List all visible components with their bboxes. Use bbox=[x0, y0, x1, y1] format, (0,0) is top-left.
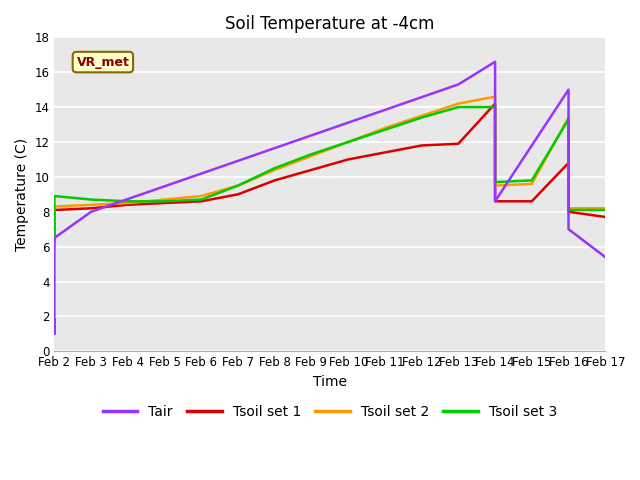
Tsoil set 3 bbox=[124, 198, 132, 204]
Tsoil set 2 bbox=[492, 183, 499, 189]
Tsoil set 1 bbox=[198, 198, 205, 204]
Tsoil set 2 bbox=[308, 153, 316, 159]
Tsoil set 3 bbox=[418, 115, 426, 120]
Line: Tsoil set 2: Tsoil set 2 bbox=[54, 96, 605, 247]
Tsoil set 2 bbox=[564, 205, 572, 211]
Tsoil set 1 bbox=[564, 160, 572, 166]
Tsoil set 3 bbox=[492, 104, 499, 110]
Tsoil set 2 bbox=[271, 167, 278, 173]
Tsoil set 1 bbox=[564, 209, 572, 215]
Tsoil set 2 bbox=[124, 200, 132, 206]
Tsoil set 2 bbox=[381, 125, 388, 131]
Tair bbox=[51, 317, 58, 323]
Line: Tsoil set 1: Tsoil set 1 bbox=[54, 104, 605, 241]
Tsoil set 2 bbox=[344, 139, 352, 145]
Tsoil set 3 bbox=[344, 139, 352, 145]
Tsoil set 2 bbox=[454, 101, 462, 107]
Tsoil set 3 bbox=[528, 178, 536, 183]
Tsoil set 1 bbox=[51, 207, 58, 213]
Y-axis label: Temperature (C): Temperature (C) bbox=[15, 138, 29, 251]
Tsoil set 2 bbox=[418, 113, 426, 119]
Tsoil set 1 bbox=[124, 202, 132, 208]
Tair bbox=[564, 226, 572, 232]
Tsoil set 3 bbox=[234, 183, 242, 189]
Tsoil set 2 bbox=[564, 115, 572, 120]
Tsoil set 1 bbox=[381, 150, 388, 156]
Tsoil set 1 bbox=[454, 141, 462, 146]
Tsoil set 3 bbox=[564, 117, 572, 122]
Tsoil set 1 bbox=[87, 205, 95, 211]
Tsoil set 2 bbox=[51, 244, 58, 250]
Line: Tsoil set 3: Tsoil set 3 bbox=[54, 107, 605, 236]
Tair bbox=[51, 331, 58, 337]
Tsoil set 1 bbox=[234, 192, 242, 197]
Tair bbox=[51, 235, 58, 241]
Tsoil set 1 bbox=[602, 214, 609, 220]
Tsoil set 1 bbox=[418, 143, 426, 148]
Tsoil set 3 bbox=[51, 193, 58, 199]
Tsoil set 3 bbox=[271, 165, 278, 171]
Tsoil set 3 bbox=[454, 104, 462, 110]
Tsoil set 2 bbox=[198, 193, 205, 199]
Tsoil set 2 bbox=[492, 94, 499, 99]
Tsoil set 1 bbox=[161, 200, 168, 206]
Tsoil set 1 bbox=[344, 156, 352, 162]
Tsoil set 3 bbox=[564, 207, 572, 213]
Tsoil set 1 bbox=[492, 198, 499, 204]
Tsoil set 3 bbox=[308, 151, 316, 157]
Tsoil set 3 bbox=[51, 233, 58, 239]
Title: Soil Temperature at -4cm: Soil Temperature at -4cm bbox=[225, 15, 435, 33]
Tsoil set 2 bbox=[234, 183, 242, 189]
Tsoil set 2 bbox=[528, 181, 536, 187]
Tair bbox=[564, 87, 572, 93]
Line: Tair: Tair bbox=[54, 62, 605, 334]
Tsoil set 3 bbox=[492, 179, 499, 185]
Tsoil set 3 bbox=[87, 197, 95, 203]
Tair bbox=[492, 198, 499, 204]
Tsoil set 2 bbox=[602, 205, 609, 211]
Legend: Tair, Tsoil set 1, Tsoil set 2, Tsoil set 3: Tair, Tsoil set 1, Tsoil set 2, Tsoil se… bbox=[97, 399, 563, 424]
Text: VR_met: VR_met bbox=[76, 56, 129, 69]
Tsoil set 2 bbox=[51, 204, 58, 209]
Tair bbox=[87, 209, 95, 215]
Tsoil set 1 bbox=[528, 198, 536, 204]
Tsoil set 1 bbox=[492, 101, 499, 107]
Tsoil set 1 bbox=[308, 167, 316, 173]
Tsoil set 3 bbox=[381, 127, 388, 132]
X-axis label: Time: Time bbox=[313, 375, 347, 389]
Tsoil set 1 bbox=[271, 178, 278, 183]
Tair bbox=[454, 82, 462, 87]
Tair bbox=[492, 59, 499, 65]
Tsoil set 3 bbox=[602, 207, 609, 213]
Tsoil set 3 bbox=[198, 197, 205, 203]
Tsoil set 1 bbox=[51, 239, 58, 244]
Tsoil set 2 bbox=[161, 197, 168, 203]
Tair bbox=[602, 254, 609, 260]
Tsoil set 2 bbox=[87, 202, 95, 208]
Tsoil set 3 bbox=[161, 198, 168, 204]
